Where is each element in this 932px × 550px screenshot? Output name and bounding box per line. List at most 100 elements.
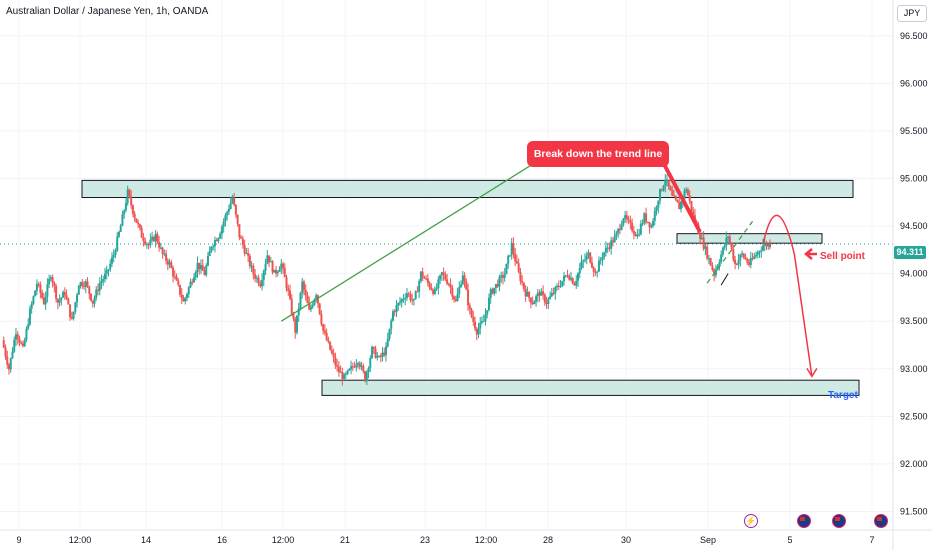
candle-body [383,352,386,356]
currency-button[interactable]: JPY [897,5,927,22]
candle-body [666,179,669,181]
candle-body [510,243,513,256]
candle-body [435,288,438,290]
candle-body [700,237,703,240]
candle-body [721,247,724,255]
candle-body [165,253,168,261]
candle-body [117,231,120,237]
flash-icon[interactable]: ⚡ [744,514,758,528]
candle-body [679,201,682,210]
candle-body [645,213,648,222]
candle-body [287,288,290,291]
x-tick-label: Sep [700,535,716,545]
candle-body [507,256,510,264]
candle-body [582,260,585,262]
candle-body [49,277,52,279]
candle-body [583,259,586,261]
candle-body [205,265,208,276]
candle-body [477,328,480,335]
candle-body [514,253,517,262]
flag-icon[interactable] [797,514,811,528]
candle-body [103,273,106,280]
candle-body [53,282,56,287]
candle-body [652,220,655,226]
candle-body [592,267,595,272]
candle-body [142,237,145,241]
candle-body [266,255,269,264]
candle-body [617,228,620,234]
candle-body [30,303,33,309]
candle-body [385,346,387,356]
candle-body [360,365,363,367]
candle-body [84,281,87,287]
candle-body [44,296,47,305]
candle-body [627,219,630,221]
candle-body [275,269,278,274]
candle-body [744,257,747,260]
candle-body [6,356,9,365]
candle-body [226,212,229,216]
candle-body [282,263,285,268]
candle-body [367,367,370,372]
candle-body [575,280,578,286]
candle-body [376,356,379,358]
candle-body [650,225,653,228]
candle-body [613,235,616,243]
candle-body [536,292,539,297]
candle-body [587,252,590,256]
candle-body [618,228,621,230]
candle-body [213,240,216,247]
candle-body [179,284,182,295]
candle-body [289,290,291,299]
candle-body [243,245,246,254]
candle-body [531,302,534,305]
candle-body [470,309,473,317]
candle-body [95,289,98,298]
candle-body [222,221,225,227]
candle-body [79,282,82,286]
candle-body [578,268,581,274]
candle-body [358,363,361,367]
candle-body [517,263,520,272]
candle-body [302,281,305,290]
flag-icon[interactable] [874,514,888,528]
target-label: Target [828,390,858,401]
flag-icon[interactable] [832,514,846,528]
candle-body [280,263,283,270]
candle-body [206,255,209,266]
candle-body [622,218,625,225]
candle-body [371,346,374,358]
candle-body [557,285,560,287]
candle-body [67,298,70,305]
candle-body [175,276,178,281]
candle-body [521,281,524,283]
candle-body [27,324,30,329]
candle-body [191,281,194,283]
candle-body [353,366,356,368]
time-axis[interactable]: 9 12:00 14 16 12:00 21 23 12:00 28 30 Sep 5 7 [16,535,874,545]
candle-body [161,247,164,254]
y-tick-label: 95.000 [900,173,928,183]
candle-body [522,282,525,289]
candle-body [215,240,218,242]
candle-body [21,343,24,347]
candle-body [753,256,756,259]
candle-body [662,185,665,191]
candle-body [447,283,450,285]
candle-body [624,215,627,219]
candle-body [735,263,738,265]
candle-body [63,292,66,296]
candle-body [137,222,140,225]
candle-body [97,289,99,291]
candle-body [219,233,222,239]
x-tick-label: 14 [141,535,151,545]
candle-body [365,371,368,382]
candle-body [486,310,489,315]
candle-body [65,295,68,299]
candle-body [70,317,73,319]
candle-body [489,289,492,298]
candle-body [660,189,663,191]
x-tick-label: 30 [621,535,631,545]
